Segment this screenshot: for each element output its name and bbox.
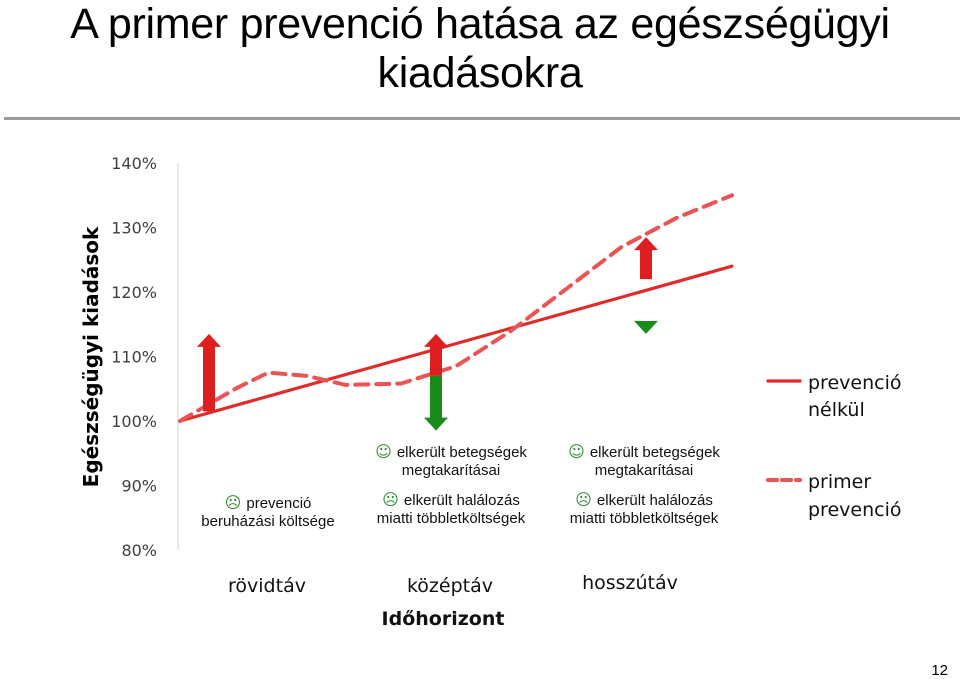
y-axis-label: Egészségügyi kiadások: [79, 226, 103, 487]
y-tick-label: 100%: [111, 412, 157, 431]
page-number: 12: [931, 662, 948, 679]
x-category-label: rövidtáv: [228, 575, 306, 597]
annotation-text: elkerült halálozás: [597, 492, 713, 509]
title-divider: [4, 117, 960, 120]
series-line-prevencio-nelkul: [178, 264, 734, 423]
x-category-label: hosszútáv: [582, 572, 678, 594]
annotation-line: beruházási költsége: [201, 513, 334, 530]
y-tick-label: 110%: [111, 348, 157, 367]
page-title: A primer prevenció hatása az egészségügy…: [0, 0, 960, 98]
annotation-line: miatti többletköltségek: [570, 510, 719, 527]
arrow-up-icon: [424, 333, 448, 376]
annotation-line: ☹ prevenció: [225, 493, 312, 512]
annotation-line: megtakarításai: [595, 462, 693, 479]
annotation-text: prevenció: [246, 495, 311, 512]
series-line-primer-prevencio: [178, 193, 734, 423]
annotation-text: beruházási költsége: [201, 513, 334, 530]
legend-label: primer: [808, 471, 871, 493]
y-tick-label: 120%: [111, 283, 157, 302]
legend-label: nélkül: [808, 399, 865, 421]
y-tick-label: 130%: [111, 219, 157, 238]
legend-label: prevenció: [808, 372, 901, 394]
frowning-face-icon: ☹: [225, 493, 247, 512]
annotation-text: megtakarításai: [402, 462, 500, 479]
annotation-text: miatti többletköltségek: [377, 510, 526, 527]
arrow-up-icon: [197, 333, 221, 412]
frowning-face-icon: ☹: [575, 490, 597, 509]
annotation-text: elkerült betegségek: [397, 444, 528, 461]
arrow-down-icon: [424, 375, 448, 431]
legend-label: prevenció: [808, 499, 901, 521]
smiley-face-icon: ☺: [375, 442, 397, 461]
annotation-text: megtakarításai: [595, 462, 693, 479]
arrow-down-icon: [634, 320, 658, 334]
annotation-line: megtakarításai: [402, 462, 500, 479]
title-line-2: kiadásokra: [377, 49, 583, 97]
annotation-line: ☹ elkerült halálozás: [382, 490, 520, 509]
title-line-1: A primer prevenció hatása az egészségügy…: [70, 0, 890, 48]
annotation-text: elkerült halálozás: [404, 492, 520, 509]
annotation-line: ☺ elkerült betegségek: [375, 442, 527, 461]
y-tick-label: 80%: [121, 541, 157, 560]
annotation-line: ☺ elkerült betegségek: [568, 442, 720, 461]
arrow-up-icon: [634, 237, 658, 280]
annotation-text: elkerült betegségek: [590, 444, 721, 461]
annotation-line: miatti többletköltségek: [377, 510, 526, 527]
x-axis-label: Időhorizont: [382, 608, 505, 630]
y-tick-label: 90%: [121, 477, 157, 496]
frowning-face-icon: ☹: [382, 490, 404, 509]
annotation-text: miatti többletköltségek: [570, 510, 719, 527]
smiley-face-icon: ☺: [568, 442, 590, 461]
y-tick-label: 140%: [111, 154, 157, 173]
annotation-line: ☹ elkerült halálozás: [575, 490, 713, 509]
x-category-label: középtáv: [407, 575, 493, 597]
